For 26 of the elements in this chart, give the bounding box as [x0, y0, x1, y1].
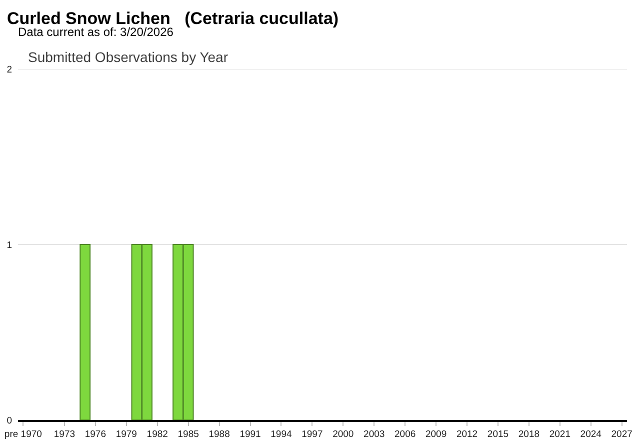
- x-tick-label: 1997: [302, 429, 323, 440]
- x-tick-label: 2024: [580, 429, 602, 440]
- chart-subtitle: Data current as of: 3/20/2026: [18, 25, 174, 39]
- x-tick-label: 1979: [116, 429, 137, 440]
- x-tick-label: 1982: [146, 429, 168, 440]
- x-tick-label: 2006: [394, 429, 416, 440]
- x-tick-label: 2027: [611, 429, 632, 440]
- y-tick-label: 2: [6, 64, 12, 76]
- text: Submitted Observations by Year: [28, 49, 228, 65]
- chart-title: Curled Snow Lichen (Cetraria cucullata): [7, 8, 339, 28]
- x-tick-label: 2015: [487, 429, 509, 440]
- x-tick-label: 2012: [456, 429, 478, 440]
- x-tick-label: 2009: [425, 429, 447, 440]
- x-tick-label: 1985: [178, 429, 199, 440]
- x-tick-label: 2018: [518, 429, 540, 440]
- x-tick-label: pre 1970: [4, 429, 42, 440]
- x-tick-label: 2000: [332, 429, 354, 440]
- x-tick-label: 1994: [270, 429, 292, 440]
- y-tick-label: 0: [6, 415, 12, 426]
- x-tick-label: 2003: [364, 429, 385, 440]
- x-tick-label: 2021: [549, 429, 570, 440]
- x-tick-label: 1976: [84, 429, 106, 440]
- x-tick-label: 1988: [208, 429, 230, 440]
- x-tick-label: 1991: [240, 429, 261, 440]
- x-tick-label: 1973: [54, 429, 76, 440]
- y-tick-label: 1: [6, 240, 12, 251]
